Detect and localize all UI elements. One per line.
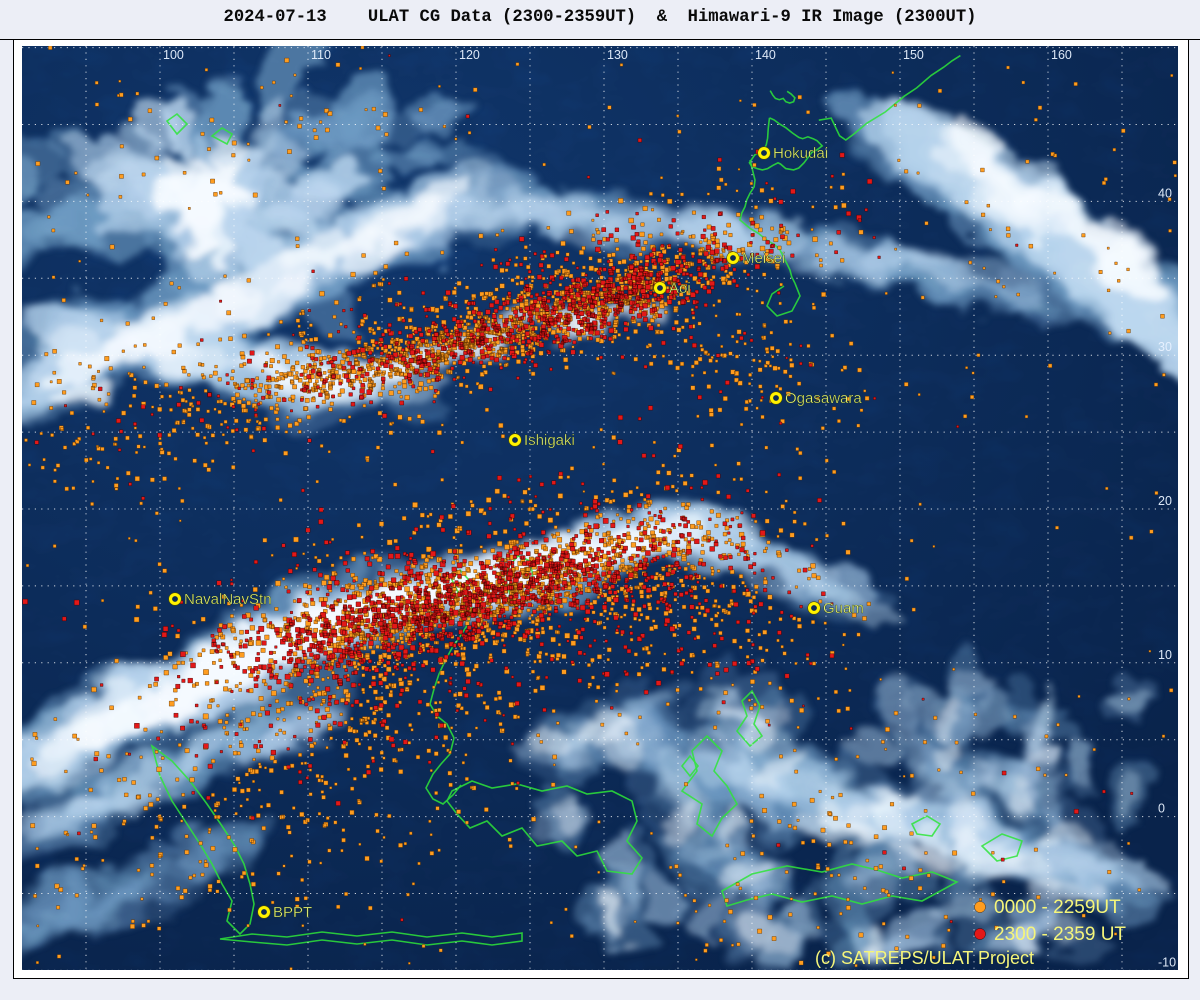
svg-text:20: 20 <box>1158 494 1172 508</box>
svg-text:Ishigaki: Ishigaki <box>524 432 575 449</box>
svg-text:Aoi: Aoi <box>669 280 691 297</box>
svg-text:150: 150 <box>903 48 924 62</box>
svg-text:0000 - 2259UT: 0000 - 2259UT <box>994 897 1121 918</box>
svg-text:Ogasawara: Ogasawara <box>785 390 862 407</box>
svg-text:30: 30 <box>1158 340 1172 354</box>
svg-text:(c) SATREPS/ULAT Project: (c) SATREPS/ULAT Project <box>815 948 1034 968</box>
svg-text:140: 140 <box>755 48 776 62</box>
svg-text:Meisei: Meisei <box>742 250 785 267</box>
svg-text:130: 130 <box>607 48 628 62</box>
svg-text:Hokudai: Hokudai <box>773 145 828 162</box>
svg-text:120: 120 <box>459 48 480 62</box>
svg-text:2300 - 2359 UT: 2300 - 2359 UT <box>994 924 1126 945</box>
svg-text:160: 160 <box>1051 48 1072 62</box>
svg-text:100: 100 <box>163 48 184 62</box>
svg-text:Guam: Guam <box>823 600 864 617</box>
svg-text:10: 10 <box>1158 648 1172 662</box>
svg-text:NavalNavStn: NavalNavStn <box>184 591 272 608</box>
svg-text:-10: -10 <box>1158 955 1176 969</box>
svg-text:BPPT: BPPT <box>273 904 312 921</box>
svg-text:110: 110 <box>311 48 331 62</box>
svg-text:0: 0 <box>1158 802 1165 816</box>
svg-text:50: 50 <box>1158 46 1172 47</box>
